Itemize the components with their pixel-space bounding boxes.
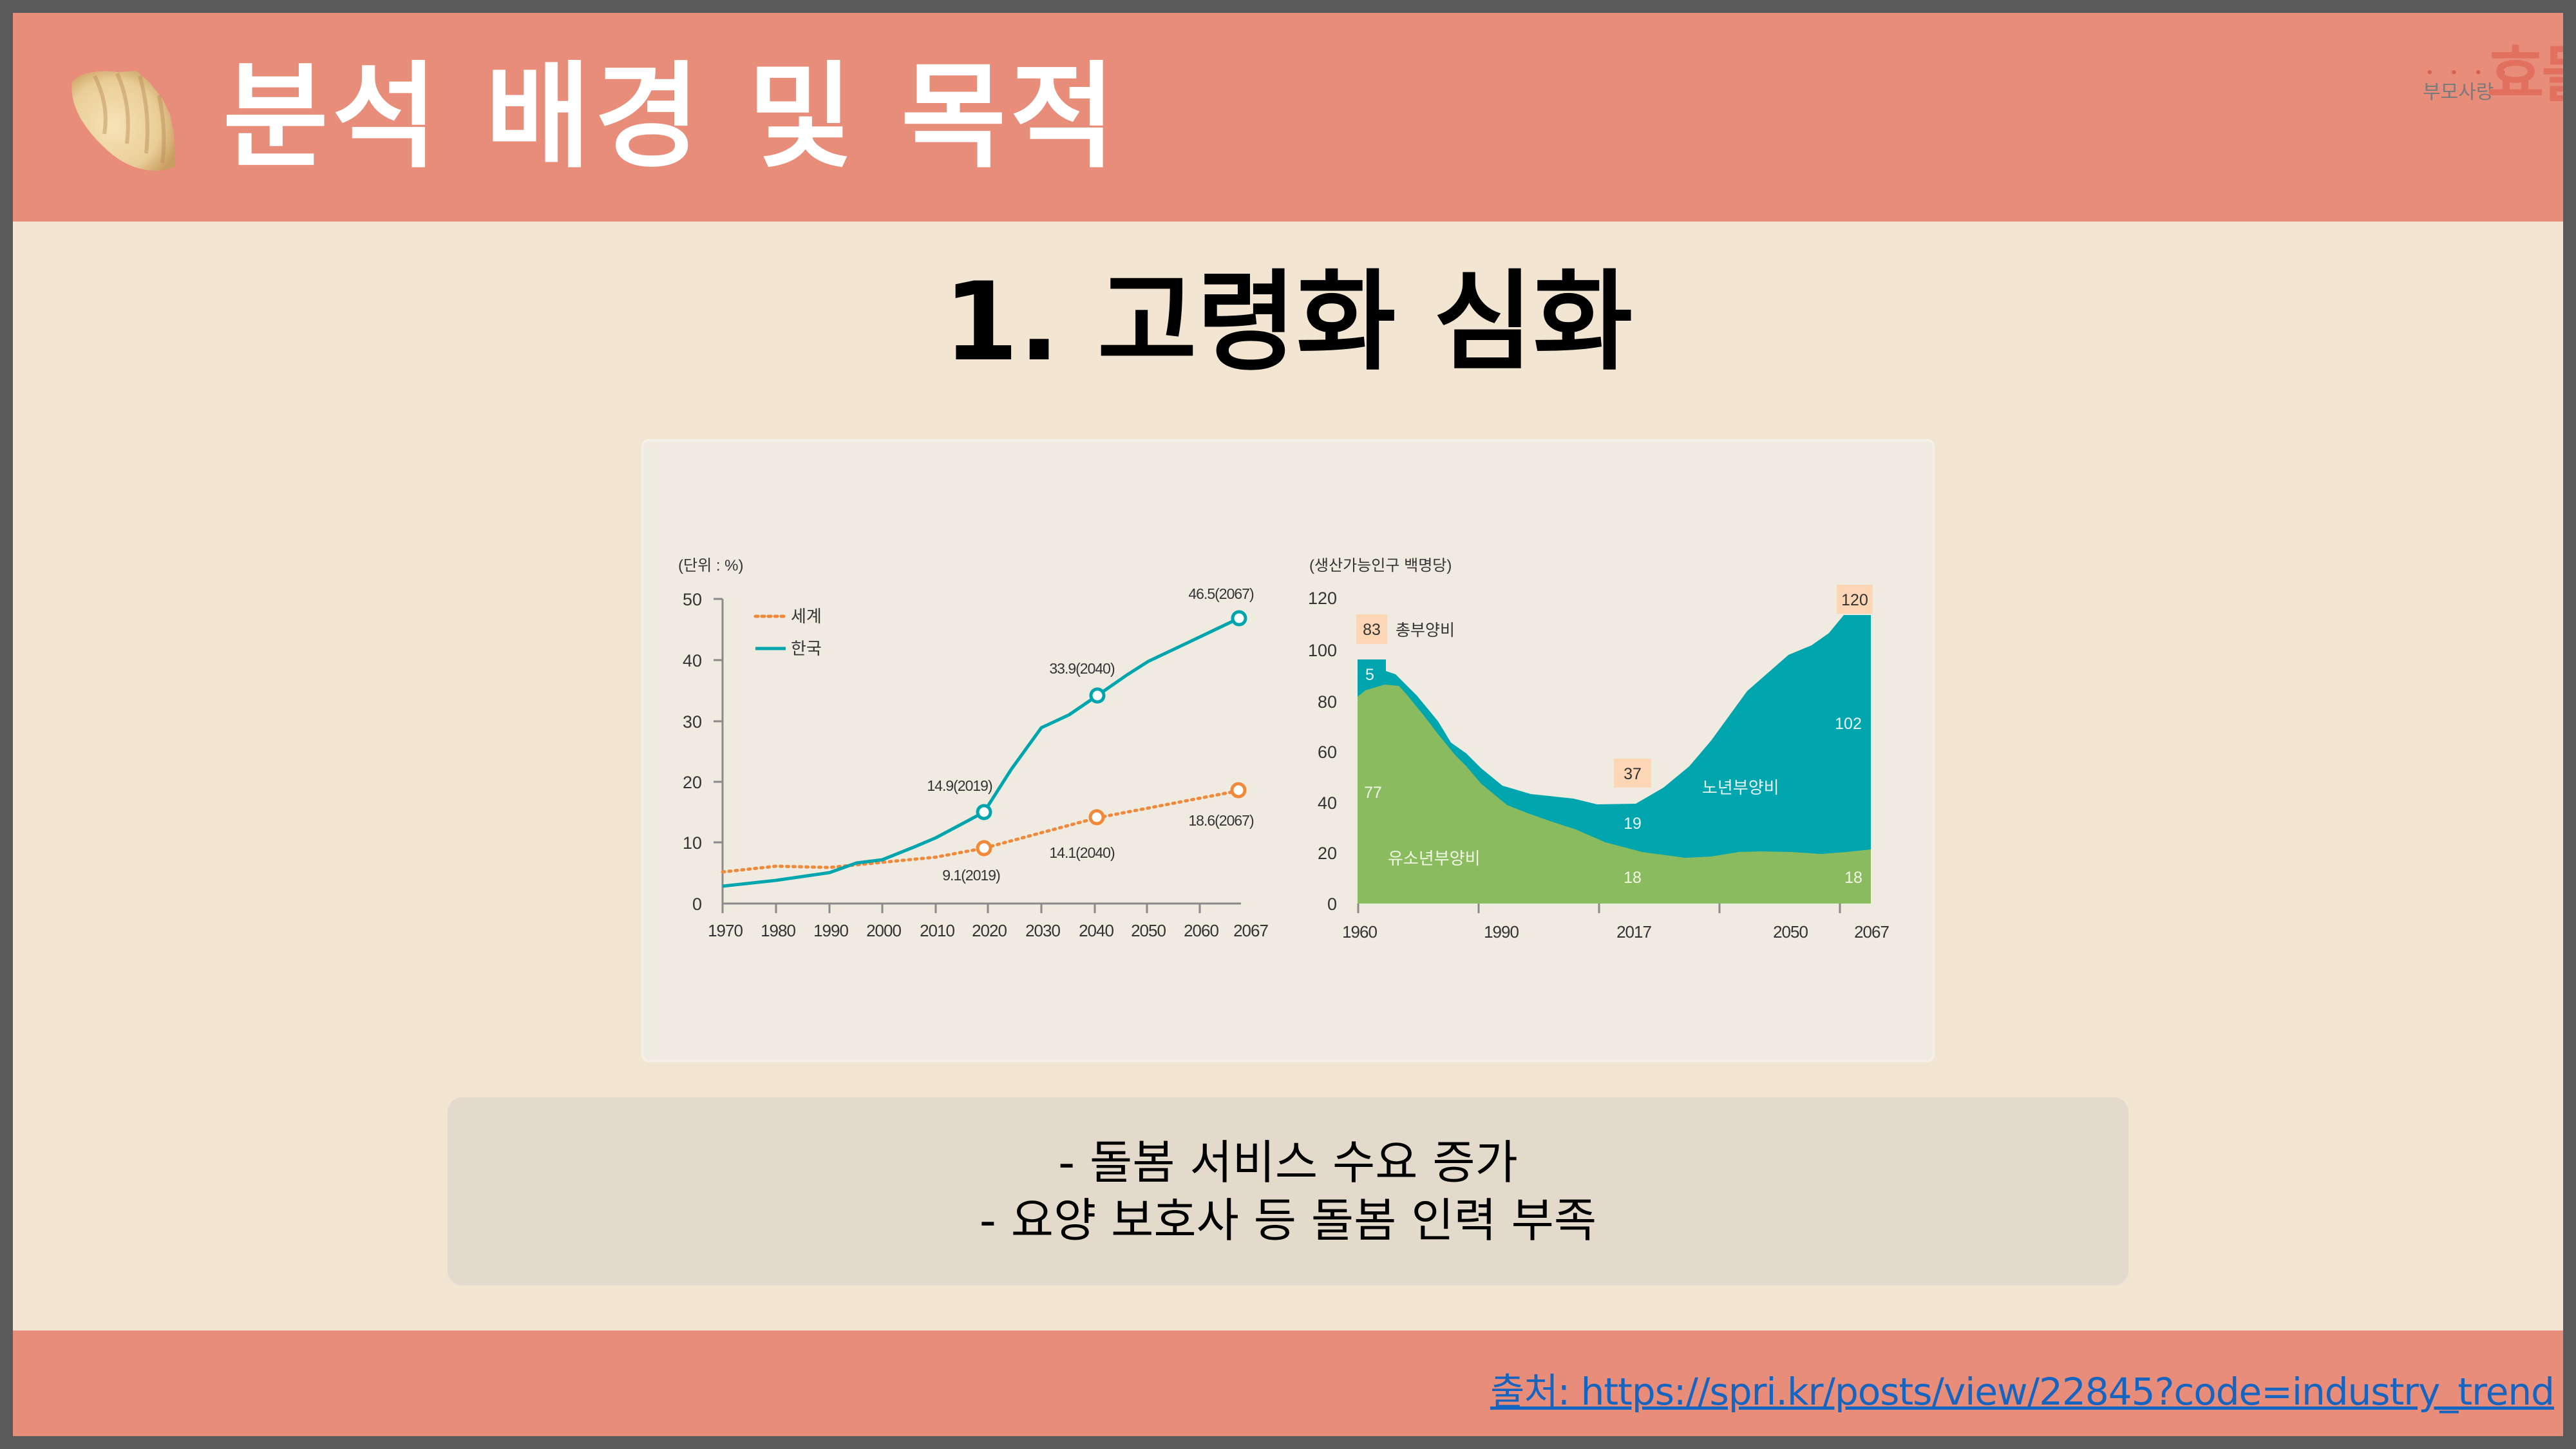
left-legend: 세계 한국	[753, 607, 822, 658]
annotation-world-2067: 18.6(2067)	[1188, 812, 1254, 829]
right-unit-label: (생산가능인구 백명당)	[1309, 557, 1452, 574]
svg-text:1970: 1970	[708, 921, 743, 940]
young-2017-value: 18	[1624, 869, 1642, 887]
left-unit-label: (단위 : %)	[678, 557, 744, 574]
left-annotations: 46.5(2067) 33.9(2040) 14.9(2019) 9.1(201…	[927, 585, 1255, 884]
brand-name: 효돌	[2487, 39, 2563, 111]
svg-text:80: 80	[1318, 692, 1337, 712]
svg-text:2040: 2040	[1079, 921, 1113, 940]
header-title: 분석 배경 및 목적	[223, 50, 1120, 184]
right-y-tick-labels: 120 100 80 60 40 20 0	[1308, 589, 1337, 914]
old-1960-value: 5	[1365, 666, 1374, 684]
old-2067-value: 102	[1835, 715, 1862, 733]
header-bar: 분석 배경 및 목적 • • • • 부모사랑 효돌	[13, 13, 2563, 222]
total-1960-value: 83	[1363, 621, 1381, 639]
svg-text:2067: 2067	[1233, 921, 1268, 940]
svg-text:1990: 1990	[813, 921, 848, 940]
section-title: 1. 고령화 심화	[943, 259, 1633, 385]
left-x-tick-labels: 1970 1980 1990 2000 2010 2020 2030 2040 …	[708, 921, 1269, 940]
world-markers	[976, 782, 1247, 857]
young-1960-value: 77	[1364, 784, 1382, 802]
svg-text:2050: 2050	[1773, 922, 1808, 942]
bullet-care-demand: - 돌봄 서비스 수요 증가	[1058, 1135, 1518, 1189]
charts-svg: (단위 : %) 50 40 30 20 10 0	[678, 557, 1890, 942]
dependency-ratio-area-chart: (생산가능인구 백명당) 120 100 80 60 40 20 0	[1308, 557, 1890, 942]
left-x-ticks	[721, 904, 1201, 913]
annotation-korea-2040: 33.9(2040)	[1049, 660, 1115, 677]
svg-text:30: 30	[683, 712, 702, 732]
source-link[interactable]: 출처: https://spri.kr/posts/view/22845?cod…	[1490, 1370, 2555, 1414]
chart-image-panel: (단위 : %) 50 40 30 20 10 0	[641, 439, 1935, 1062]
young-2067-value: 18	[1844, 869, 1862, 887]
svg-text:2000: 2000	[866, 921, 901, 940]
footer-bar: 출처: https://spri.kr/posts/view/22845?cod…	[13, 1331, 2563, 1436]
total-2067-value: 120	[1841, 591, 1868, 609]
left-y-tick-labels: 50 40 30 20 10 0	[683, 590, 702, 914]
svg-text:1990: 1990	[1484, 922, 1519, 942]
youth-dependency-label: 유소년부양비	[1388, 849, 1481, 868]
total-dependency-label: 총부양비	[1396, 621, 1455, 639]
brand-logo: • • • • 부모사랑 효돌	[2409, 28, 2563, 118]
annotation-korea-2019: 14.9(2019)	[927, 777, 992, 794]
dumpling-icon	[59, 63, 182, 179]
annotation-world-2040: 14.1(2040)	[1049, 844, 1115, 861]
svg-text:20: 20	[1318, 844, 1337, 863]
brand-subtitle: 부모사랑	[2423, 81, 2494, 104]
old-age-dependency-label: 노년부양비	[1702, 778, 1779, 797]
svg-text:2050: 2050	[1131, 921, 1166, 940]
total-2017-value: 37	[1624, 765, 1642, 783]
svg-text:60: 60	[1318, 743, 1337, 762]
bullet-caregiver-shortage: - 요양 보호사 등 돌봄 인력 부족	[979, 1193, 1597, 1247]
svg-text:1980: 1980	[761, 921, 795, 940]
svg-text:2060: 2060	[1184, 921, 1218, 940]
svg-text:120: 120	[1308, 589, 1337, 608]
right-x-ticks	[1357, 904, 1841, 913]
annotation-korea-2067: 46.5(2067)	[1188, 585, 1254, 602]
left-y-ticks	[714, 598, 723, 844]
youth-dependency-area	[1358, 685, 1871, 904]
slide: 분석 배경 및 목적 • • • • 부모사랑 효돌 1. 고령화 심화 (단위…	[13, 13, 2563, 1436]
svg-text:40: 40	[683, 651, 702, 670]
total-1960-box	[1356, 614, 1387, 644]
svg-text:0: 0	[692, 895, 702, 914]
svg-text:2017: 2017	[1616, 922, 1651, 942]
summary-box: - 돌봄 서비스 수요 증가 - 요양 보호사 등 돌봄 인력 부족	[448, 1097, 2128, 1285]
korea-markers	[976, 610, 1247, 820]
old-2017-value: 19	[1624, 815, 1642, 833]
svg-text:2067: 2067	[1854, 922, 1889, 942]
svg-text:40: 40	[1318, 793, 1337, 813]
right-x-tick-labels: 1960 1990 2017 2050 2067	[1342, 922, 1889, 942]
svg-text:2010: 2010	[920, 921, 954, 940]
brand-dots: • • • •	[2426, 66, 2513, 80]
svg-text:0: 0	[1327, 895, 1337, 914]
svg-text:2030: 2030	[1025, 921, 1060, 940]
svg-text:1960: 1960	[1342, 922, 1377, 942]
svg-text:50: 50	[683, 590, 702, 609]
svg-text:2020: 2020	[972, 921, 1007, 940]
legend-korea-label: 한국	[791, 639, 822, 658]
svg-text:10: 10	[683, 833, 702, 853]
total-2017-box	[1614, 759, 1651, 788]
aging-ratio-line-chart: (단위 : %) 50 40 30 20 10 0	[678, 557, 1269, 940]
svg-text:20: 20	[683, 773, 702, 792]
svg-text:100: 100	[1308, 641, 1337, 660]
legend-world-label: 세계	[791, 607, 822, 626]
annotation-world-2019: 9.1(2019)	[942, 867, 1000, 884]
total-2067-box	[1837, 585, 1873, 614]
world-series-line	[721, 789, 1240, 874]
